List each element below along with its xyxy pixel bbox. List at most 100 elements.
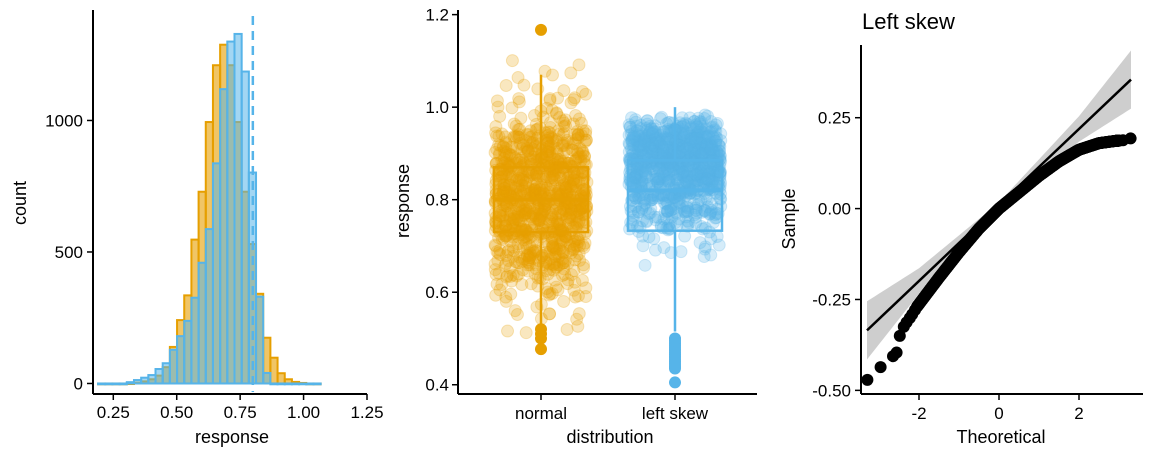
jitter-point (580, 199, 594, 213)
jitter-point (659, 134, 673, 148)
jitter-point (533, 213, 547, 227)
jitter-point (511, 230, 525, 244)
jitter-point (548, 273, 562, 287)
jitter-point (551, 206, 565, 220)
jitter-point (556, 114, 570, 128)
jitter-point (573, 141, 587, 155)
jitter-point (516, 173, 530, 187)
jitter-point (544, 252, 558, 266)
jitter-point (498, 181, 512, 195)
jitter-point (566, 136, 580, 150)
jitter-point (503, 148, 517, 162)
jitter-point (557, 84, 571, 98)
jitter-point (550, 257, 564, 271)
histogram-bar (211, 162, 222, 385)
jitter-point (636, 143, 650, 157)
jitter-point (509, 181, 523, 195)
jitter-point (572, 213, 586, 227)
jitter-point (507, 131, 521, 145)
jitter-point (550, 202, 564, 216)
jitter-point (543, 92, 557, 106)
jitter-point (493, 248, 507, 262)
jitter-point (553, 233, 567, 247)
jitter-point (542, 238, 556, 252)
jitter-point (574, 215, 588, 229)
jitter-point (526, 244, 540, 258)
jitter-point (525, 142, 539, 156)
jitter-point (521, 143, 535, 157)
jitter-point (692, 194, 706, 208)
jitter-point (547, 258, 561, 272)
jitter-point (520, 173, 534, 187)
jitter-point (513, 168, 527, 182)
jitter-point (545, 286, 559, 300)
jitter-point (641, 145, 655, 159)
jitter-point (507, 213, 521, 227)
jitter-point (567, 264, 581, 278)
outlier-point (669, 376, 681, 389)
jitter-point (572, 235, 586, 249)
jitter-point (498, 259, 512, 273)
jitter-point (704, 203, 718, 217)
qq-point (861, 373, 874, 386)
jitter-point (520, 127, 534, 141)
jitter-point (522, 182, 536, 196)
jitter-point (519, 203, 533, 217)
jitter-point (488, 257, 502, 271)
jitter-point (579, 127, 593, 141)
jitter-point (524, 230, 538, 244)
jitter-point (492, 246, 506, 260)
jitter-point (706, 216, 720, 230)
jitter-point (551, 124, 565, 138)
jitter-point (713, 140, 727, 154)
jitter-point (566, 237, 580, 251)
histogram-bar (219, 88, 229, 385)
jitter-point (552, 127, 566, 141)
jitter-point (496, 203, 510, 217)
jitter-point (564, 203, 578, 217)
jitter-point (522, 251, 536, 265)
jitter-point (530, 202, 544, 216)
jitter-point (541, 145, 555, 159)
jitter-point (543, 93, 557, 107)
jitter-point (543, 245, 557, 259)
y-tick-label: 0.6 (425, 283, 449, 302)
jitter-point (700, 137, 714, 151)
jitter-point (495, 169, 509, 183)
jitter-point (569, 207, 583, 221)
jitter-point (569, 133, 583, 147)
jitter-point (510, 173, 524, 187)
jitter-point (647, 141, 661, 155)
jitter-point (506, 240, 520, 254)
jitter-point (572, 176, 586, 190)
jitter-point (498, 130, 512, 144)
y-axis-label: count (10, 181, 30, 225)
jitter-point (488, 145, 502, 159)
jitter-point (576, 146, 590, 160)
jitter-point (576, 165, 590, 179)
y-tick-label: 0.8 (425, 191, 449, 210)
jitter-point (530, 177, 544, 191)
histogram-bar (125, 381, 135, 385)
jitter-point (662, 167, 676, 181)
jitter-point (529, 168, 543, 182)
jitter-point (551, 184, 565, 198)
jitter-point (512, 171, 526, 185)
jitter-point (490, 245, 504, 259)
jitter-point (547, 243, 561, 257)
jitter-point (579, 133, 593, 147)
jitter-point (543, 287, 557, 301)
jitter-point (545, 212, 559, 226)
jitter-point (557, 203, 571, 217)
x-ticks: -2 0 2 (911, 394, 1084, 423)
jitter-point (500, 207, 514, 221)
histogram-bar (305, 382, 315, 386)
jitter-point (488, 224, 502, 238)
jitter-point (528, 209, 542, 223)
y-tick-label: 0.25 (818, 109, 851, 128)
jitter-point (533, 182, 547, 196)
jitter-point (497, 177, 511, 191)
jitter-point (565, 181, 579, 195)
jitter-points (488, 54, 728, 340)
jitter-point (570, 209, 584, 223)
